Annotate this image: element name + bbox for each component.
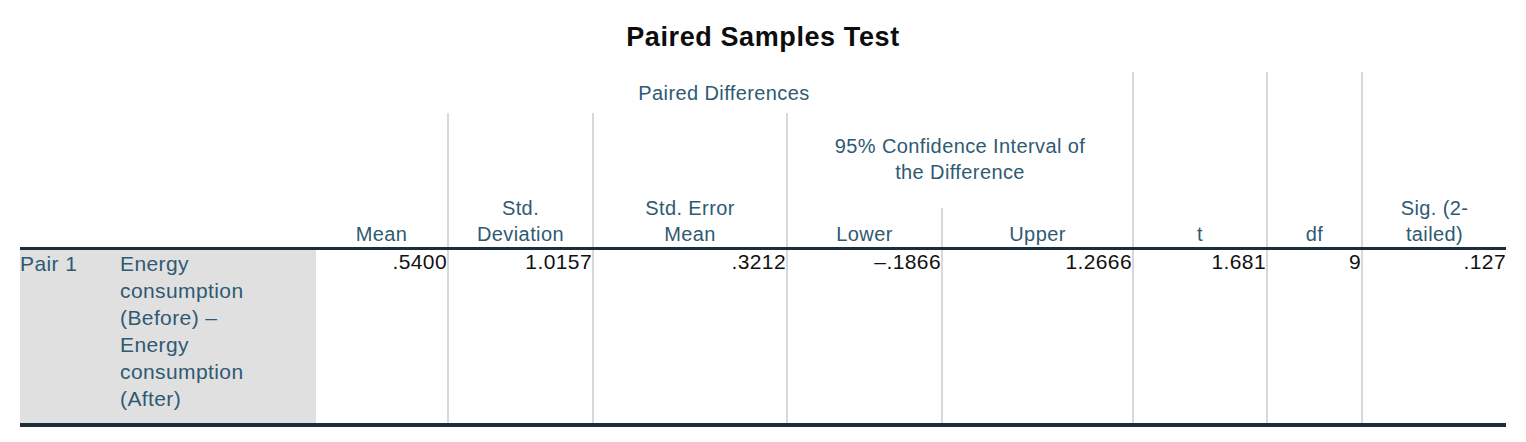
df-value-cell: 9 xyxy=(1267,248,1362,425)
table-title: Paired Samples Test xyxy=(0,20,1526,54)
pair-label-cell: Pair 1 xyxy=(20,248,120,425)
column-header-lower: Lower xyxy=(787,208,942,248)
column-header-std-error-mean-label: Std. Error Mean xyxy=(629,195,751,247)
mean-value-cell: .5400 xyxy=(316,248,448,425)
group-header-paired-differences: Paired Differences xyxy=(316,72,1133,113)
column-header-upper: Upper xyxy=(942,208,1133,248)
variables-label-cell: Energy consumption (Before) – Energy con… xyxy=(120,248,316,425)
column-header-sig: Sig. (2-tailed) xyxy=(1362,72,1506,248)
variables-label-text: Energy consumption (Before) – Energy con… xyxy=(120,250,280,412)
confidence-interval-header: 95% Confidence Interval of the Differenc… xyxy=(787,113,1133,208)
ci-upper-value-cell: 1.2666 xyxy=(942,248,1133,425)
table-row: Pair 1 Energy consumption (Before) – Ene… xyxy=(20,248,1506,425)
spss-output-page: Paired Samples Test Paired Differences t… xyxy=(0,20,1526,442)
column-header-std-error-mean: Std. Error Mean xyxy=(593,113,787,248)
column-header-std-deviation-label: Std. Deviation xyxy=(466,195,576,247)
column-header-sig-label: Sig. (2-tailed) xyxy=(1389,195,1481,247)
sig-value-cell: .127 xyxy=(1362,248,1506,425)
std-deviation-value-cell: 1.0157 xyxy=(448,248,593,425)
paired-samples-test-table: Paired Differences t df Sig. (2-tailed) … xyxy=(20,72,1506,427)
column-header-mean: Mean xyxy=(316,113,448,248)
t-value-cell: 1.681 xyxy=(1133,248,1267,425)
column-header-t: t xyxy=(1133,72,1267,248)
confidence-interval-header-label: 95% Confidence Interval of the Differenc… xyxy=(825,133,1095,185)
ci-lower-value-cell: –.1866 xyxy=(787,248,942,425)
column-header-std-deviation: Std. Deviation xyxy=(448,113,593,248)
header-corner-blank xyxy=(20,72,316,248)
std-error-mean-value-cell: .3212 xyxy=(593,248,787,425)
column-header-df: df xyxy=(1267,72,1362,248)
